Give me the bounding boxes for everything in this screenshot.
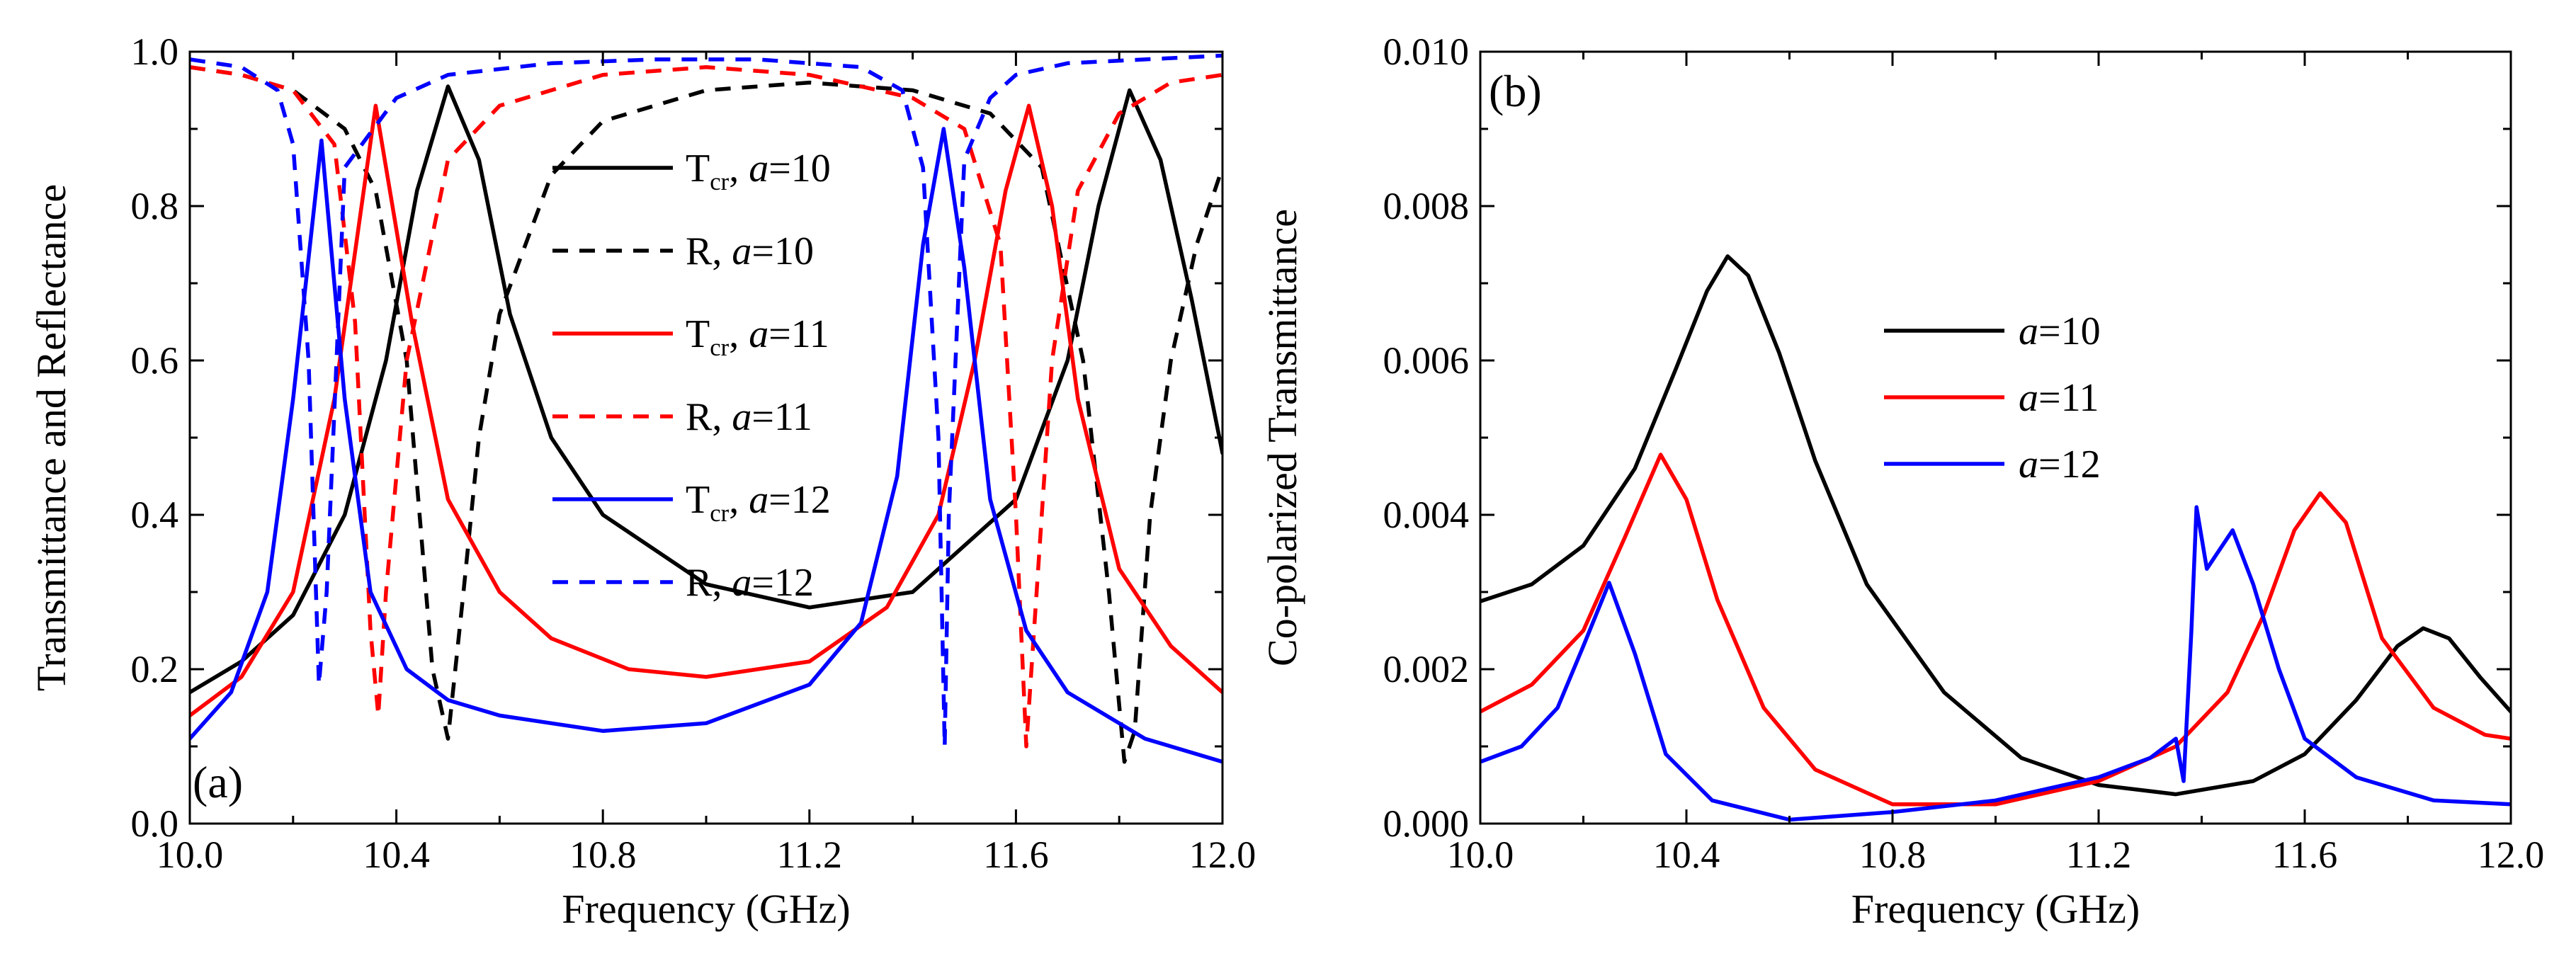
legend-label-4: Tcr, a=12 [686,478,831,527]
legend-label-2: Tcr, a=11 [686,312,829,361]
legend: Tcr, a=10 R, a=10 Tcr, a=11 R, a=11 Tcr, a=1… [552,147,831,605]
y-tick-label: 0.4 [131,494,179,536]
series-line-2 [1480,505,2511,822]
legend-label-0: a=10 [2019,309,2101,353]
x-tick-label: 11.6 [2272,833,2338,876]
series-line-2 [190,103,1222,718]
y-tick-label: 0.006 [1383,339,1470,382]
panel-label: (a) [193,757,243,807]
y-tick-label: 1.0 [131,30,179,73]
series-line-0 [1480,254,2511,797]
legend: a=10 a=11 a=12 [1884,309,2101,486]
plot-area [190,53,1222,764]
y-tick-label: 0.008 [1383,185,1470,227]
legend-label-1: R, a=10 [686,229,814,273]
x-tick-label: 11.2 [777,833,843,876]
legend-label-0: Tcr, a=10 [686,147,831,195]
y-tick-label: 0.0 [131,802,179,845]
x-tick-label: 12.0 [2478,833,2545,876]
series-line-4 [190,127,1222,764]
legend-label-5: R, a=12 [686,561,814,605]
y-tick-label: 0.8 [131,185,179,227]
x-tick-label: 11.6 [983,833,1049,876]
series-line-1 [190,65,1222,764]
panel-b: 10.0 10.4 10.8 11.2 11.6 12.0 0.000 0.002 0.004 0… [1259,30,2544,932]
x-tick-label: 12.0 [1189,833,1256,876]
series-line-1 [1480,453,2511,807]
legend-label-1: a=11 [2019,376,2099,420]
axes-frame [1479,50,2512,825]
y-tick-label: 0.000 [1383,802,1470,845]
x-tick-label: 10.8 [1859,833,1927,876]
x-tick-label: 10.0 [157,833,224,876]
x-tick-label: 11.2 [2066,833,2132,876]
panel-label: (b) [1489,66,1542,116]
y-tick-label: 0.6 [131,339,179,382]
y-tick-label: 0.002 [1383,648,1470,690]
plot-area [1480,254,2511,822]
series-line-3 [190,65,1222,749]
x-tick-label: 10.8 [569,833,637,876]
y-tick-label: 0.2 [131,648,179,690]
x-axis-label: Frequency (GHz) [1851,886,2140,932]
panel-a: 10.0 10.4 10.8 11.2 11.6 12.0 0.0 0.2 0.4 0.6 0.8 1… [28,30,1256,932]
series-line-5 [190,53,1222,749]
x-tick-label: 10.0 [1447,833,1514,876]
series-line-0 [190,84,1222,695]
y-axis-label: Transmittance and Reflectance [28,184,74,691]
x-axis-label: Frequency (GHz) [562,886,850,932]
x-tick-label: 10.4 [1653,833,1720,876]
x-tick-label: 10.4 [363,833,430,876]
y-axis-label: Co-polarized Transmittance [1259,209,1305,666]
legend-label-2: a=12 [2019,443,2101,486]
y-tick-label: 0.004 [1383,494,1470,536]
y-tick-label: 0.010 [1383,30,1470,73]
legend-label-3: R, a=11 [686,395,812,439]
